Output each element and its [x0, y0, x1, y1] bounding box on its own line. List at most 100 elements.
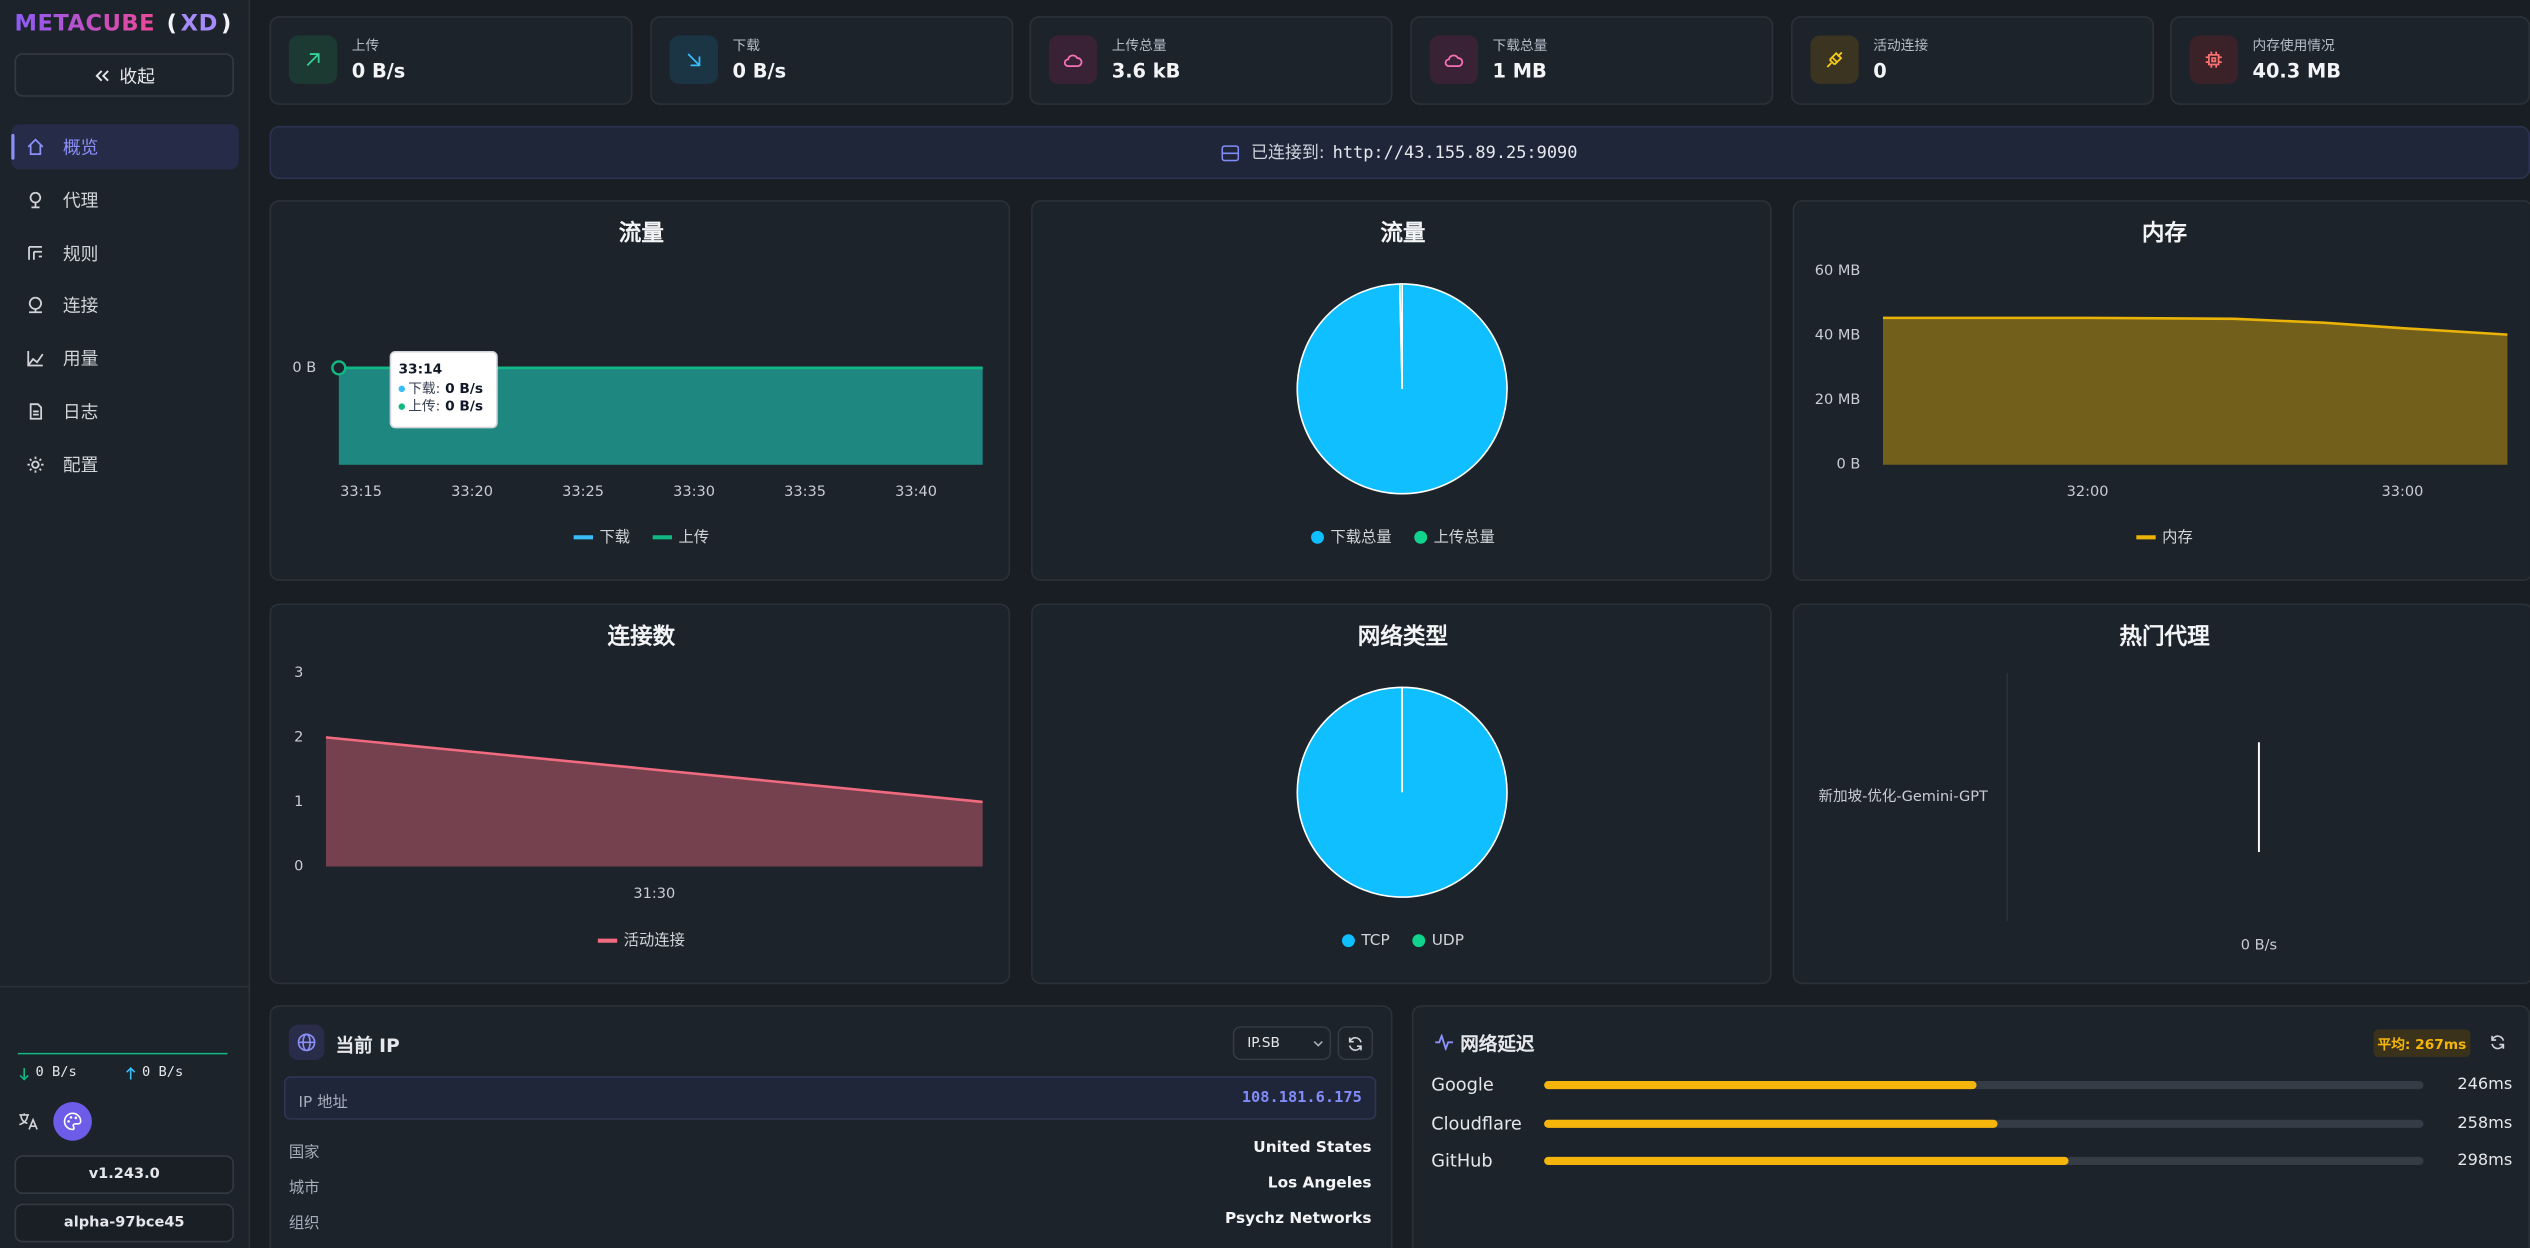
x-tick-label: 33:15 [340, 484, 382, 500]
stat-icon-box [669, 35, 719, 84]
latency-bar [1544, 1081, 1977, 1090]
divider [0, 985, 249, 988]
nav-item[interactable]: 概览 [11, 124, 239, 170]
x-tick-label: 33:00 [2382, 484, 2424, 500]
area-fill [338, 367, 983, 465]
series-line [325, 736, 983, 804]
legend-label: 内存 [2162, 528, 2193, 546]
icon-shape [28, 245, 42, 260]
chart-card: 流量下载总量 上传总量 [1031, 200, 1772, 581]
version-box: v1.243.0 [14, 1155, 234, 1195]
latency-track [1544, 1081, 2424, 1090]
chart-card: 连接数 0 1 2 3 31:30 活动连接 [269, 603, 1011, 985]
stat-label: 上传总量 [1111, 38, 1167, 55]
chart-title: 流量 [1380, 219, 1425, 246]
speed-row: 0 B/s 0 B/s [18, 1065, 184, 1081]
ip-refresh[interactable] [1337, 1026, 1374, 1061]
y-tick-label: 1 [294, 794, 303, 810]
server-icon [1222, 144, 1240, 161]
tooltip-box [389, 350, 498, 429]
stat-icon [1444, 54, 1464, 68]
ip-icon-box [288, 1024, 325, 1061]
legend-label: 活动连接 [624, 931, 685, 949]
ip-row-highlight: IP 地址 108.181.6.175 [283, 1076, 1377, 1120]
tooltip-dot [398, 403, 405, 410]
icon-shape [29, 403, 43, 420]
up-icon [126, 1066, 136, 1079]
latency-label: GitHub [1431, 1150, 1493, 1172]
tooltip-label: 下载: [408, 381, 440, 397]
y-tick-label: 3 [294, 665, 303, 681]
latency-refresh[interactable] [2490, 1034, 2506, 1050]
chart-card: 内存 0 B 20 MB 40 MB 60 MB 32:00 33:00 内存 [1792, 200, 2530, 581]
chart-title: 流量 [619, 219, 664, 246]
latency-track [1544, 1156, 2424, 1165]
y-tick-label: 20 MB [1815, 392, 1861, 408]
nav-item[interactable]: 用量 [11, 336, 239, 381]
latency-bar [1544, 1118, 1998, 1128]
brand: METACUBE (XD) [15, 11, 236, 37]
nav-label: 规则 [62, 242, 99, 264]
brand-paren: ( [166, 11, 178, 38]
nav-label: 代理 [62, 190, 99, 212]
latency-title: 网络延迟 [1460, 1032, 1535, 1056]
legend-swatch [1341, 934, 1355, 948]
nav-item[interactable]: 连接 [11, 283, 239, 328]
stat-card: 上传总量 3.6 kB [1029, 16, 1393, 105]
ip-row-label: 国家 [288, 1143, 320, 1162]
pulse-icon [1435, 1034, 1453, 1051]
nav-label: 连接 [62, 295, 99, 317]
nav-icon [27, 138, 44, 155]
chart-title: 热门代理 [2119, 623, 2210, 650]
y-tick-label: 0 B [292, 360, 316, 376]
language-icon[interactable] [18, 1112, 39, 1131]
chart-title: 内存 [2142, 219, 2188, 246]
chart: 网络类型 TCP UDP [1296, 623, 1508, 949]
icon-shape [27, 138, 44, 155]
stat-label: 上传 [351, 38, 380, 55]
provider-select[interactable]: IP.SB [1232, 1026, 1332, 1061]
stat-value: 3.6 kB [1111, 59, 1181, 83]
tooltip-title: 33:14 [399, 361, 443, 377]
nav-label: 概览 [62, 137, 99, 159]
speed-sparkline [17, 1052, 228, 1055]
nav-icon [29, 403, 43, 420]
stat-value: 1 MB [1492, 59, 1547, 83]
provider: IP.SB [1247, 1035, 1280, 1052]
stat-value: 40.3 MB [2252, 59, 2342, 83]
collapse-button[interactable]: 收起 [14, 53, 234, 97]
series-line [1882, 316, 2508, 336]
ip-address: 108.181.6.175 [1241, 1089, 1362, 1107]
stat-label: 内存使用情况 [2252, 38, 2335, 55]
nav-item[interactable]: 日志 [11, 389, 239, 434]
chart: 流量 0 B 33:15 33:20 33:25 33:30 33:35 33:40 下载 上传 3… [292, 219, 983, 546]
nav-item[interactable]: 配置 [11, 442, 239, 487]
tooltip: 33:14 下载: 0 B/s 上传: 0 B/s [389, 350, 498, 429]
legend-label: 下载总量 [1330, 528, 1391, 546]
nav-item[interactable]: 规则 [11, 230, 239, 275]
category-label: 新加坡-优化-Gemini-GPT [1819, 788, 1988, 805]
tooltip-value: 0 B/s [445, 381, 483, 397]
y-tick-label: 0 B [1837, 457, 1861, 473]
legend-label: 下载 [599, 528, 630, 546]
nav-item[interactable]: 代理 [11, 177, 239, 222]
latency-track [1544, 1118, 2424, 1128]
ip-row-value: Psychz Networks [1225, 1210, 1372, 1228]
stat-icon-box [1429, 35, 1478, 84]
x-tick-label: 31:30 [633, 886, 675, 902]
brand-paren: ) [221, 11, 232, 38]
chart-card: 流量 0 B 33:15 33:20 33:25 33:30 33:35 33:40 下载 上传 3… [269, 200, 1011, 581]
pie-slice [1398, 283, 1403, 389]
stat-icon-box [1048, 35, 1098, 84]
theme-button[interactable] [53, 1102, 92, 1141]
area-fill [1882, 317, 2508, 465]
stat-value: 0 B/s [732, 59, 787, 83]
y-tick-label: 40 MB [1815, 328, 1861, 344]
brand-name: METACUBE [14, 11, 156, 38]
legend-label: 上传总量 [1434, 528, 1495, 546]
tooltip-value: 0 B/s [445, 399, 483, 415]
area-fill [338, 367, 983, 465]
pie-slice [1296, 686, 1508, 898]
icon-shape [27, 456, 44, 473]
